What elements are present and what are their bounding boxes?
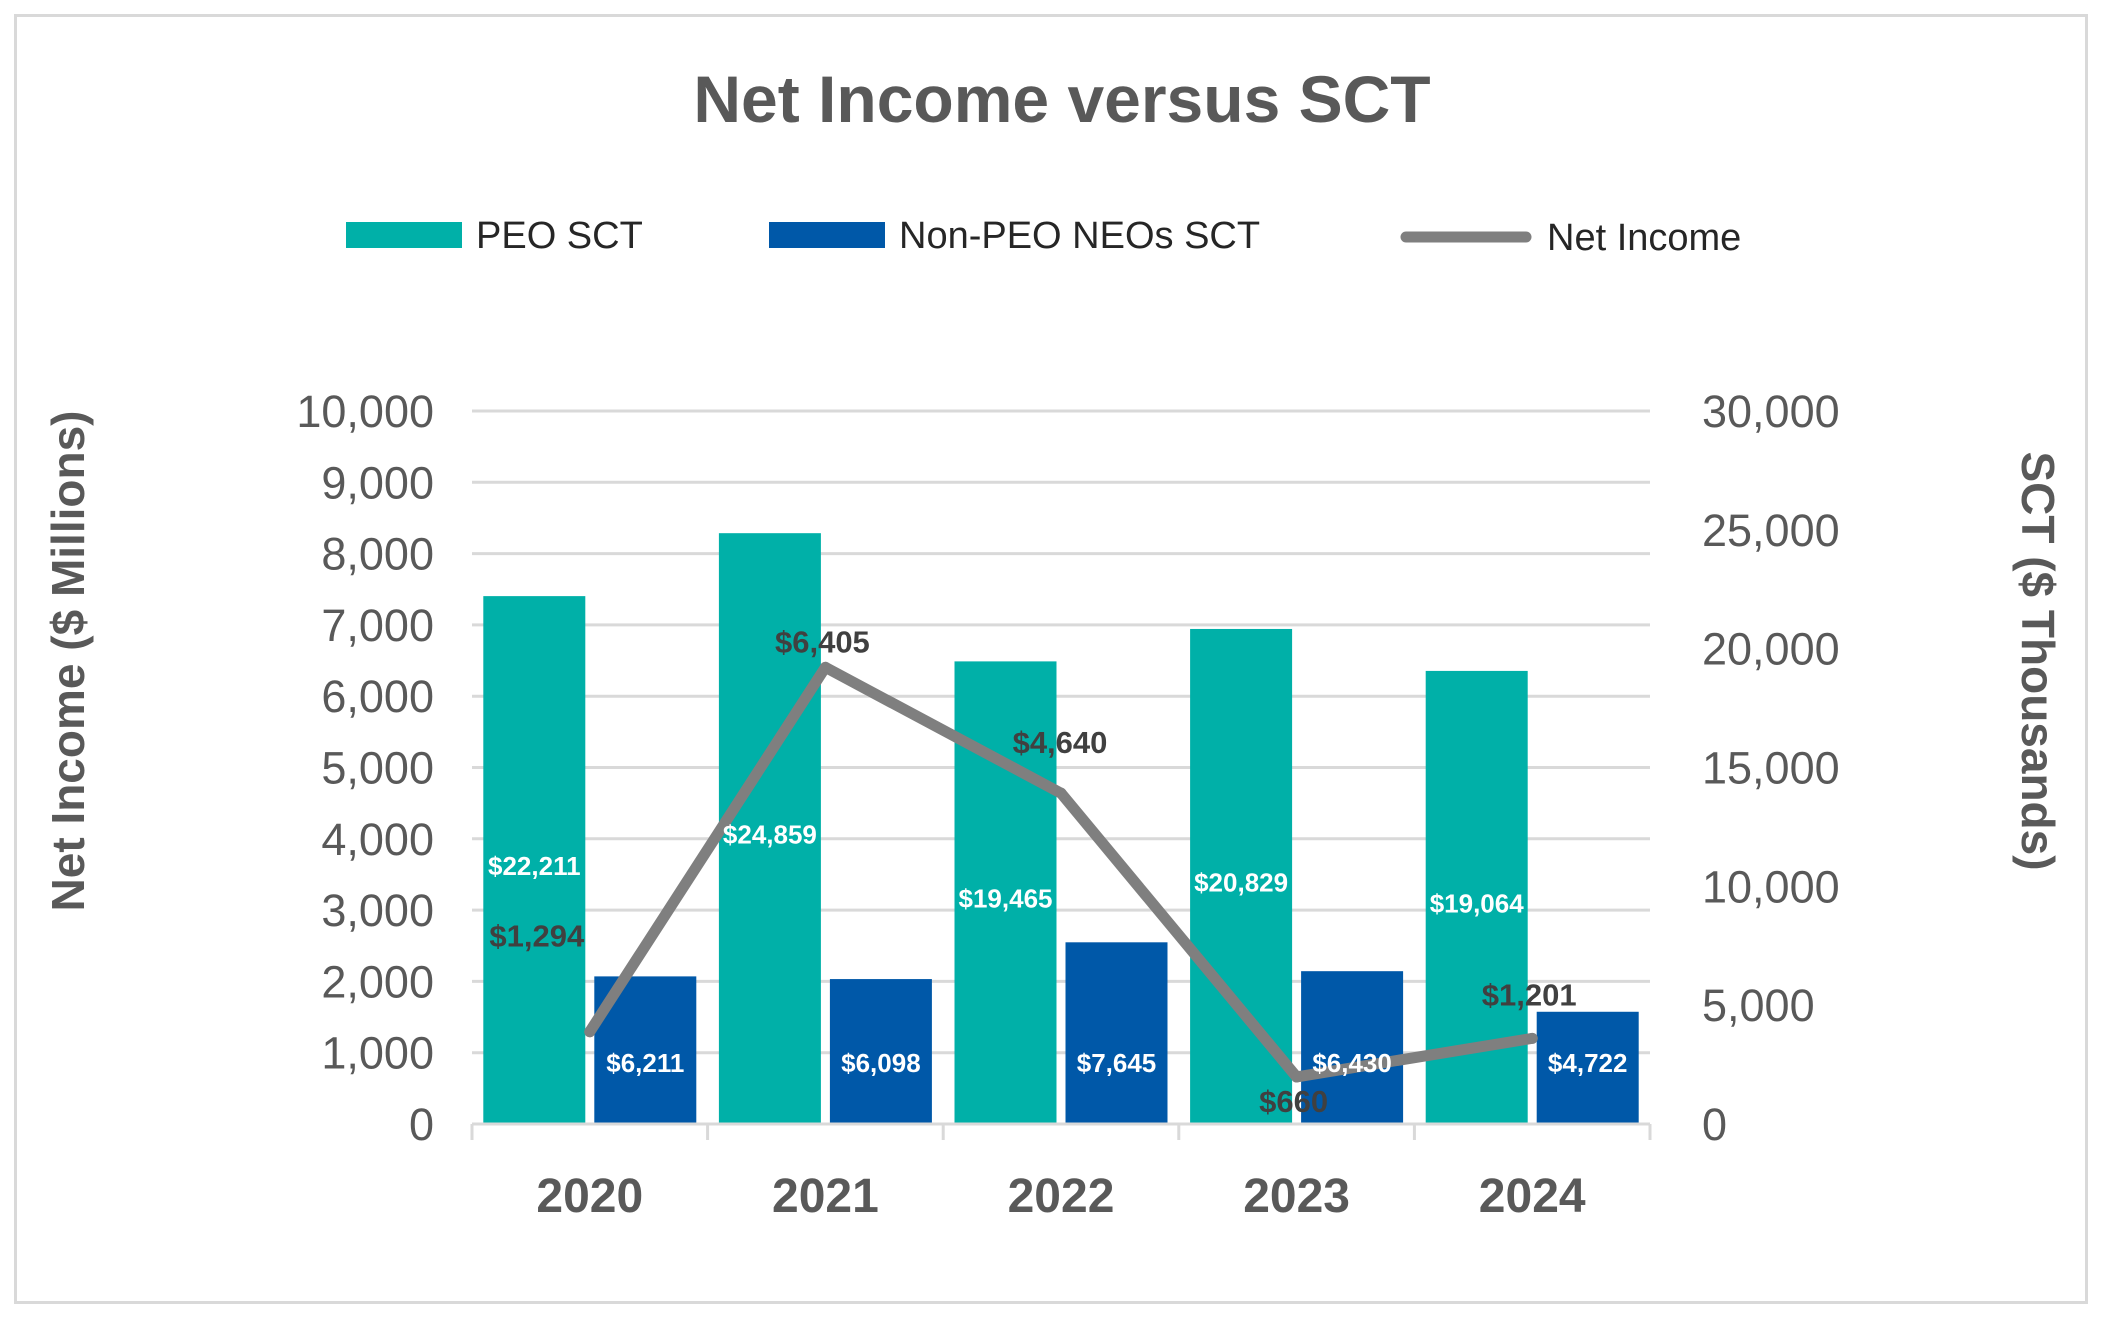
- bars: [483, 533, 1639, 1124]
- x-tick-label: 2024: [1479, 1170, 1586, 1223]
- y-tick-label-right: 10,000: [1702, 861, 1840, 912]
- point-net-income-2020: [584, 1026, 596, 1038]
- y-tick-label-left: 2,000: [321, 956, 434, 1007]
- net-income-line: [584, 661, 1538, 1083]
- x-tick-label: 2021: [772, 1170, 879, 1223]
- point-net-income-2024: [1526, 1032, 1538, 1044]
- axes: 0 1,000 2,000 3,000 4,000 5,000 6,000 7,000 8,00…: [296, 386, 1839, 1223]
- bar-non-peo-neos-sct-2021: [829, 979, 932, 1124]
- data-label-net-income: $1,294: [489, 919, 585, 954]
- y-tick-label-left: 1,000: [321, 1028, 434, 1079]
- bar-non-peo-neos-sct-2022: [1065, 942, 1168, 1124]
- y-tick-label-right: 0: [1702, 1099, 1727, 1150]
- legend-label-non-peo-sct: Non-PEO NEOs SCT: [899, 215, 1260, 257]
- data-label-peo-sct: $19,465: [959, 884, 1053, 914]
- x-tick-label: 2022: [1008, 1170, 1115, 1223]
- x-tick-label: 2020: [536, 1170, 643, 1223]
- point-net-income-2022: [1055, 787, 1067, 799]
- y-tick-label-right: 20,000: [1702, 624, 1840, 675]
- legend-swatch-peo-sct: [346, 222, 462, 248]
- data-label-net-income: $6,405: [775, 624, 870, 659]
- bar-non-peo-neos-sct-2023: [1301, 971, 1404, 1124]
- y-axis-title-right: SCT ($ Thousands): [2012, 451, 2064, 870]
- y-tick-label-left: 9,000: [321, 457, 434, 508]
- y-tick-label-right: 30,000: [1702, 386, 1840, 437]
- x-tick-label: 2023: [1243, 1170, 1350, 1223]
- bar-peo-sct-2020: [483, 596, 586, 1124]
- data-label-peo-sct: $22,211: [488, 851, 581, 881]
- y-tick-label-left: 3,000: [321, 885, 434, 936]
- data-label-peo-sct: $19,064: [1430, 888, 1525, 918]
- y-tick-label-right: 5,000: [1702, 980, 1815, 1031]
- data-labels: $22,211 $24,859 $19,465 $20,829 $19,064 $6,21…: [488, 624, 1627, 1119]
- data-label-peo-sct: $20,829: [1194, 867, 1288, 897]
- bar-peo-sct-2021: [718, 533, 821, 1124]
- legend-label-peo-sct: PEO SCT: [476, 215, 643, 257]
- y-tick-label-left: 6,000: [321, 671, 434, 722]
- y-tick-label-left: 5,000: [321, 743, 434, 794]
- data-label-net-income: $4,640: [1013, 725, 1108, 760]
- y-tick-label-left: 10,000: [296, 386, 434, 437]
- data-label-net-income: $660: [1259, 1084, 1328, 1119]
- chart-frame: [14, 14, 2088, 1304]
- y-tick-label-right: 25,000: [1702, 505, 1840, 556]
- legend: PEO SCT Non-PEO NEOs SCT Net Income: [346, 215, 1741, 259]
- y-tick-label-left: 7,000: [321, 600, 434, 651]
- data-label-non-peo-neos-sct: $6,430: [1312, 1048, 1392, 1078]
- data-label-non-peo-neos-sct: $4,722: [1548, 1048, 1628, 1078]
- bar-non-peo-neos-sct-2024: [1536, 1011, 1639, 1124]
- data-label-non-peo-neos-sct: $6,098: [841, 1048, 921, 1078]
- point-net-income-2023: [1291, 1071, 1303, 1083]
- data-label-peo-sct: $24,859: [723, 820, 817, 850]
- y-tick-label-left: 4,000: [321, 814, 434, 865]
- legend-swatch-non-peo-sct: [769, 222, 885, 248]
- legend-label-net-income: Net Income: [1547, 217, 1741, 259]
- y-tick-label-right: 15,000: [1702, 743, 1840, 794]
- y-axis-title-left: Net Income ($ Millions): [42, 411, 94, 912]
- bar-peo-sct-2023: [1190, 628, 1293, 1124]
- y-tick-label-left: 8,000: [321, 529, 434, 580]
- bar-peo-sct-2022: [954, 661, 1057, 1124]
- y-tick-label-left: 0: [409, 1099, 434, 1150]
- data-label-non-peo-neos-sct: $7,645: [1077, 1048, 1157, 1078]
- data-label-non-peo-neos-sct: $6,211: [606, 1048, 684, 1078]
- data-label-net-income: $1,201: [1482, 977, 1577, 1012]
- point-net-income-2021: [819, 661, 831, 673]
- chart-title: Net Income versus SCT: [693, 62, 1430, 136]
